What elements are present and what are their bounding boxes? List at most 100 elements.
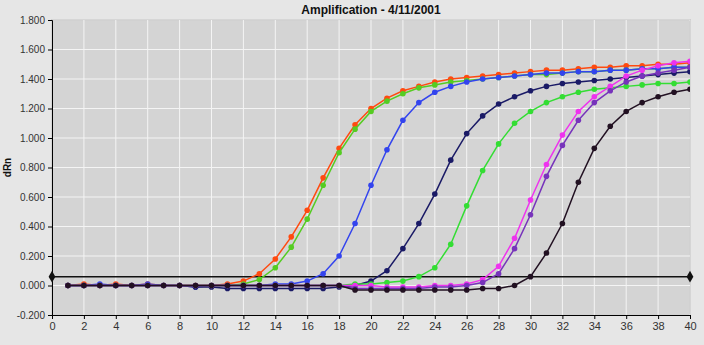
- series-marker: [113, 283, 119, 289]
- series-marker: [368, 182, 374, 188]
- series-marker: [193, 283, 199, 289]
- y-tick-mark: [48, 256, 52, 257]
- series-marker: [257, 283, 263, 289]
- y-tick-label: 0.400: [20, 221, 45, 232]
- series-marker: [97, 283, 103, 289]
- series-marker: [320, 283, 326, 289]
- series-marker: [336, 150, 342, 156]
- series-marker: [352, 126, 358, 132]
- x-tick: 24: [429, 315, 441, 332]
- x-tick-mark: [467, 315, 468, 319]
- series-marker: [368, 287, 374, 293]
- y-tick-label: 0.600: [20, 192, 45, 203]
- series-marker: [304, 207, 310, 213]
- series-marker: [336, 283, 342, 289]
- x-tick-mark: [403, 315, 404, 319]
- series-marker: [336, 283, 342, 289]
- x-tick-mark: [275, 315, 276, 319]
- series-marker: [560, 143, 566, 149]
- series-marker: [687, 79, 690, 85]
- series-marker: [687, 64, 690, 70]
- series-marker: [560, 70, 566, 76]
- series-marker: [320, 271, 326, 277]
- series-marker: [129, 283, 135, 289]
- series-marker: [193, 283, 199, 289]
- series-marker: [177, 283, 183, 289]
- y-axis: -0.2000.0000.2000.4000.6000.8001.0001.20…: [17, 15, 53, 321]
- series-marker: [528, 72, 534, 78]
- x-tick-mark: [212, 315, 213, 319]
- series-marker: [512, 73, 518, 79]
- series-marker: [145, 283, 151, 289]
- series-marker: [129, 283, 135, 289]
- x-tick-mark: [435, 315, 436, 319]
- y-tick: 0.600: [20, 192, 52, 203]
- series-marker: [623, 109, 629, 115]
- series-marker: [193, 283, 199, 289]
- x-tick-mark: [84, 315, 85, 319]
- series-marker: [400, 278, 406, 284]
- title: Amplification - 4/11/2001: [301, 3, 441, 17]
- x-tick: 4: [113, 315, 119, 332]
- series-marker: [512, 73, 518, 79]
- series-marker: [352, 221, 358, 227]
- series-marker: [336, 253, 342, 259]
- series-marker: [623, 67, 629, 73]
- x-tick-label: 2: [81, 320, 87, 332]
- series-marker: [400, 287, 406, 293]
- series-marker: [352, 287, 358, 293]
- threshold-end: [49, 271, 56, 283]
- series-marker: [544, 250, 550, 256]
- y-tick-label: 0.000: [20, 280, 45, 291]
- series-marker: [113, 283, 119, 289]
- series-marker: [607, 76, 613, 82]
- series-marker: [288, 234, 294, 240]
- series-marker: [592, 94, 598, 100]
- series-marker: [273, 283, 279, 289]
- series-marker: [257, 277, 263, 283]
- series-marker: [129, 283, 135, 289]
- y-tick-label: -0.200: [17, 310, 46, 321]
- series-marker: [225, 283, 231, 289]
- chart: 0246810121416182022242628303234363840-0.…: [0, 0, 704, 345]
- series-marker: [496, 101, 502, 107]
- series-marker: [65, 283, 71, 289]
- x-tick-mark: [531, 315, 532, 319]
- x-tick-mark: [594, 315, 595, 319]
- series-marker: [496, 271, 502, 277]
- series-line: [68, 63, 690, 286]
- series-marker: [65, 283, 71, 289]
- series-marker: [544, 84, 550, 90]
- series-marker: [209, 283, 215, 289]
- series-marker: [209, 283, 215, 289]
- series-marker: [273, 283, 279, 289]
- series-marker: [113, 283, 119, 289]
- x-tick-label: 0: [49, 320, 55, 332]
- x-tick: 38: [652, 315, 664, 332]
- x-tick: 34: [589, 315, 601, 332]
- series: [65, 60, 690, 288]
- series: [65, 59, 690, 290]
- series-marker: [225, 283, 231, 289]
- series-marker: [65, 283, 71, 289]
- series-marker: [512, 94, 518, 100]
- series-marker: [432, 265, 438, 271]
- series-line: [68, 61, 690, 287]
- series-marker: [528, 197, 534, 203]
- series-marker: [448, 287, 454, 293]
- series-marker: [97, 283, 103, 289]
- series-marker: [528, 274, 534, 280]
- x-tick: 6: [145, 315, 151, 332]
- series-marker: [512, 246, 518, 252]
- x-axis-line: [53, 316, 691, 320]
- series-marker: [496, 264, 502, 270]
- series-marker: [592, 69, 598, 75]
- plot-area: [52, 20, 690, 315]
- x-tick-label: 40: [684, 320, 696, 332]
- series-marker: [193, 283, 199, 289]
- series-marker: [241, 283, 247, 289]
- x-tick: 18: [333, 315, 345, 332]
- series-marker: [384, 147, 390, 153]
- series-marker: [257, 283, 263, 289]
- x-tick-label: 18: [333, 320, 345, 332]
